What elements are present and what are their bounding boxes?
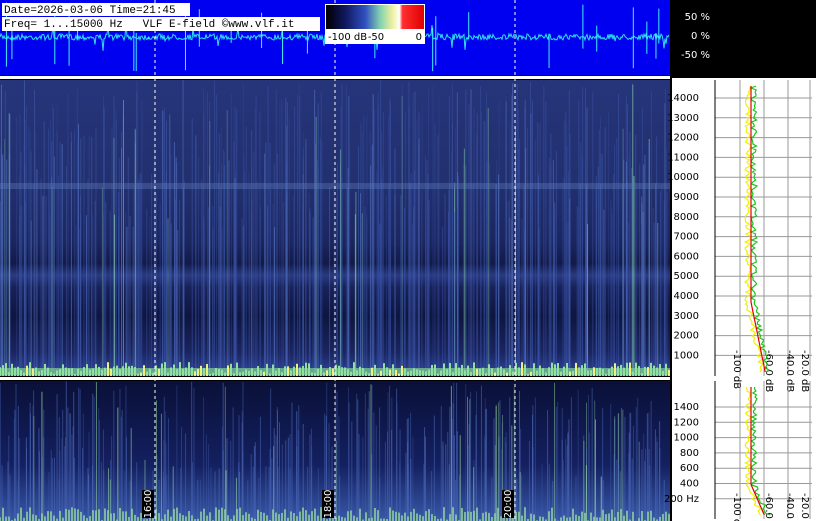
frequency-label: 14000 [667,93,699,104]
frequency-label: 11000 [667,152,699,163]
colorbar [326,5,424,29]
frequency-label: 5000 [674,271,699,282]
frequency-label: 1200 [674,417,699,428]
info-box [2,17,320,31]
time-label-bg [142,490,154,518]
frequency-label: 600 [680,463,699,474]
frequency-label: 1000 [674,350,699,361]
spectrum-trace [743,85,765,373]
db-label: -100 dB [731,493,742,521]
spectrum-trace [750,86,766,373]
frequency-label: 1400 [674,402,699,413]
frequency-label: 2000 [674,331,699,342]
decoration [0,0,670,521]
db-label: -60.0 dB [763,493,774,521]
waveform-label: -50 % [681,50,710,61]
labels: -100 dB -50 050 %0 %-50 %16:00 18:00 20:0014… [142,12,812,521]
spectrum-trace [749,85,771,373]
db-label: -100 dB [731,350,742,389]
frequency-label: 6000 [674,251,699,262]
frequency-label: 4000 [674,291,699,302]
freq-line: Freq= 1...15000 Hz VLF E-field ©www.vlf.… [4,19,294,31]
time-label-bg [322,490,334,518]
time-label: 16:00 [143,490,154,519]
frequency-label: 8000 [674,212,699,223]
db-label: -20.0 dB [799,493,810,521]
frequency-label: 10000 [667,172,699,183]
frequency-label: 7000 [674,232,699,243]
date-line: Date=2026-03-06 Time=21:45 [4,5,176,17]
time-label-bg [502,490,514,518]
frequency-label: 9000 [674,192,699,203]
frequency-label: 3000 [674,311,699,322]
spectrum-trace [750,387,765,516]
waveform-label: 50 % [685,12,710,23]
info-box [2,3,190,16]
colorbar-label: -50 [368,32,384,43]
spectrum-trace [743,386,762,516]
colorbar-label: 0 [416,32,422,43]
time-label: 18:00 [323,490,334,519]
frequency-label: 400 [680,479,699,490]
db-label: -40.0 dB [784,493,795,521]
frequency-label: 800 [680,448,699,459]
frequency-label: 1000 [674,433,699,444]
spectrum-trace [749,386,771,516]
frequency-label: 200 Hz [664,494,699,505]
spectrum-side-panel [672,78,816,521]
db-label: -40.0 dB [784,350,795,392]
colorbar-label: -100 dB [328,32,367,43]
waveform-label: 0 % [691,31,710,42]
frequency-label: 12000 [667,133,699,144]
frequency-label: 13000 [667,113,699,124]
separator [0,76,670,79]
db-label: -20.0 dB [799,350,810,392]
time-label: 20:00 [503,490,514,519]
